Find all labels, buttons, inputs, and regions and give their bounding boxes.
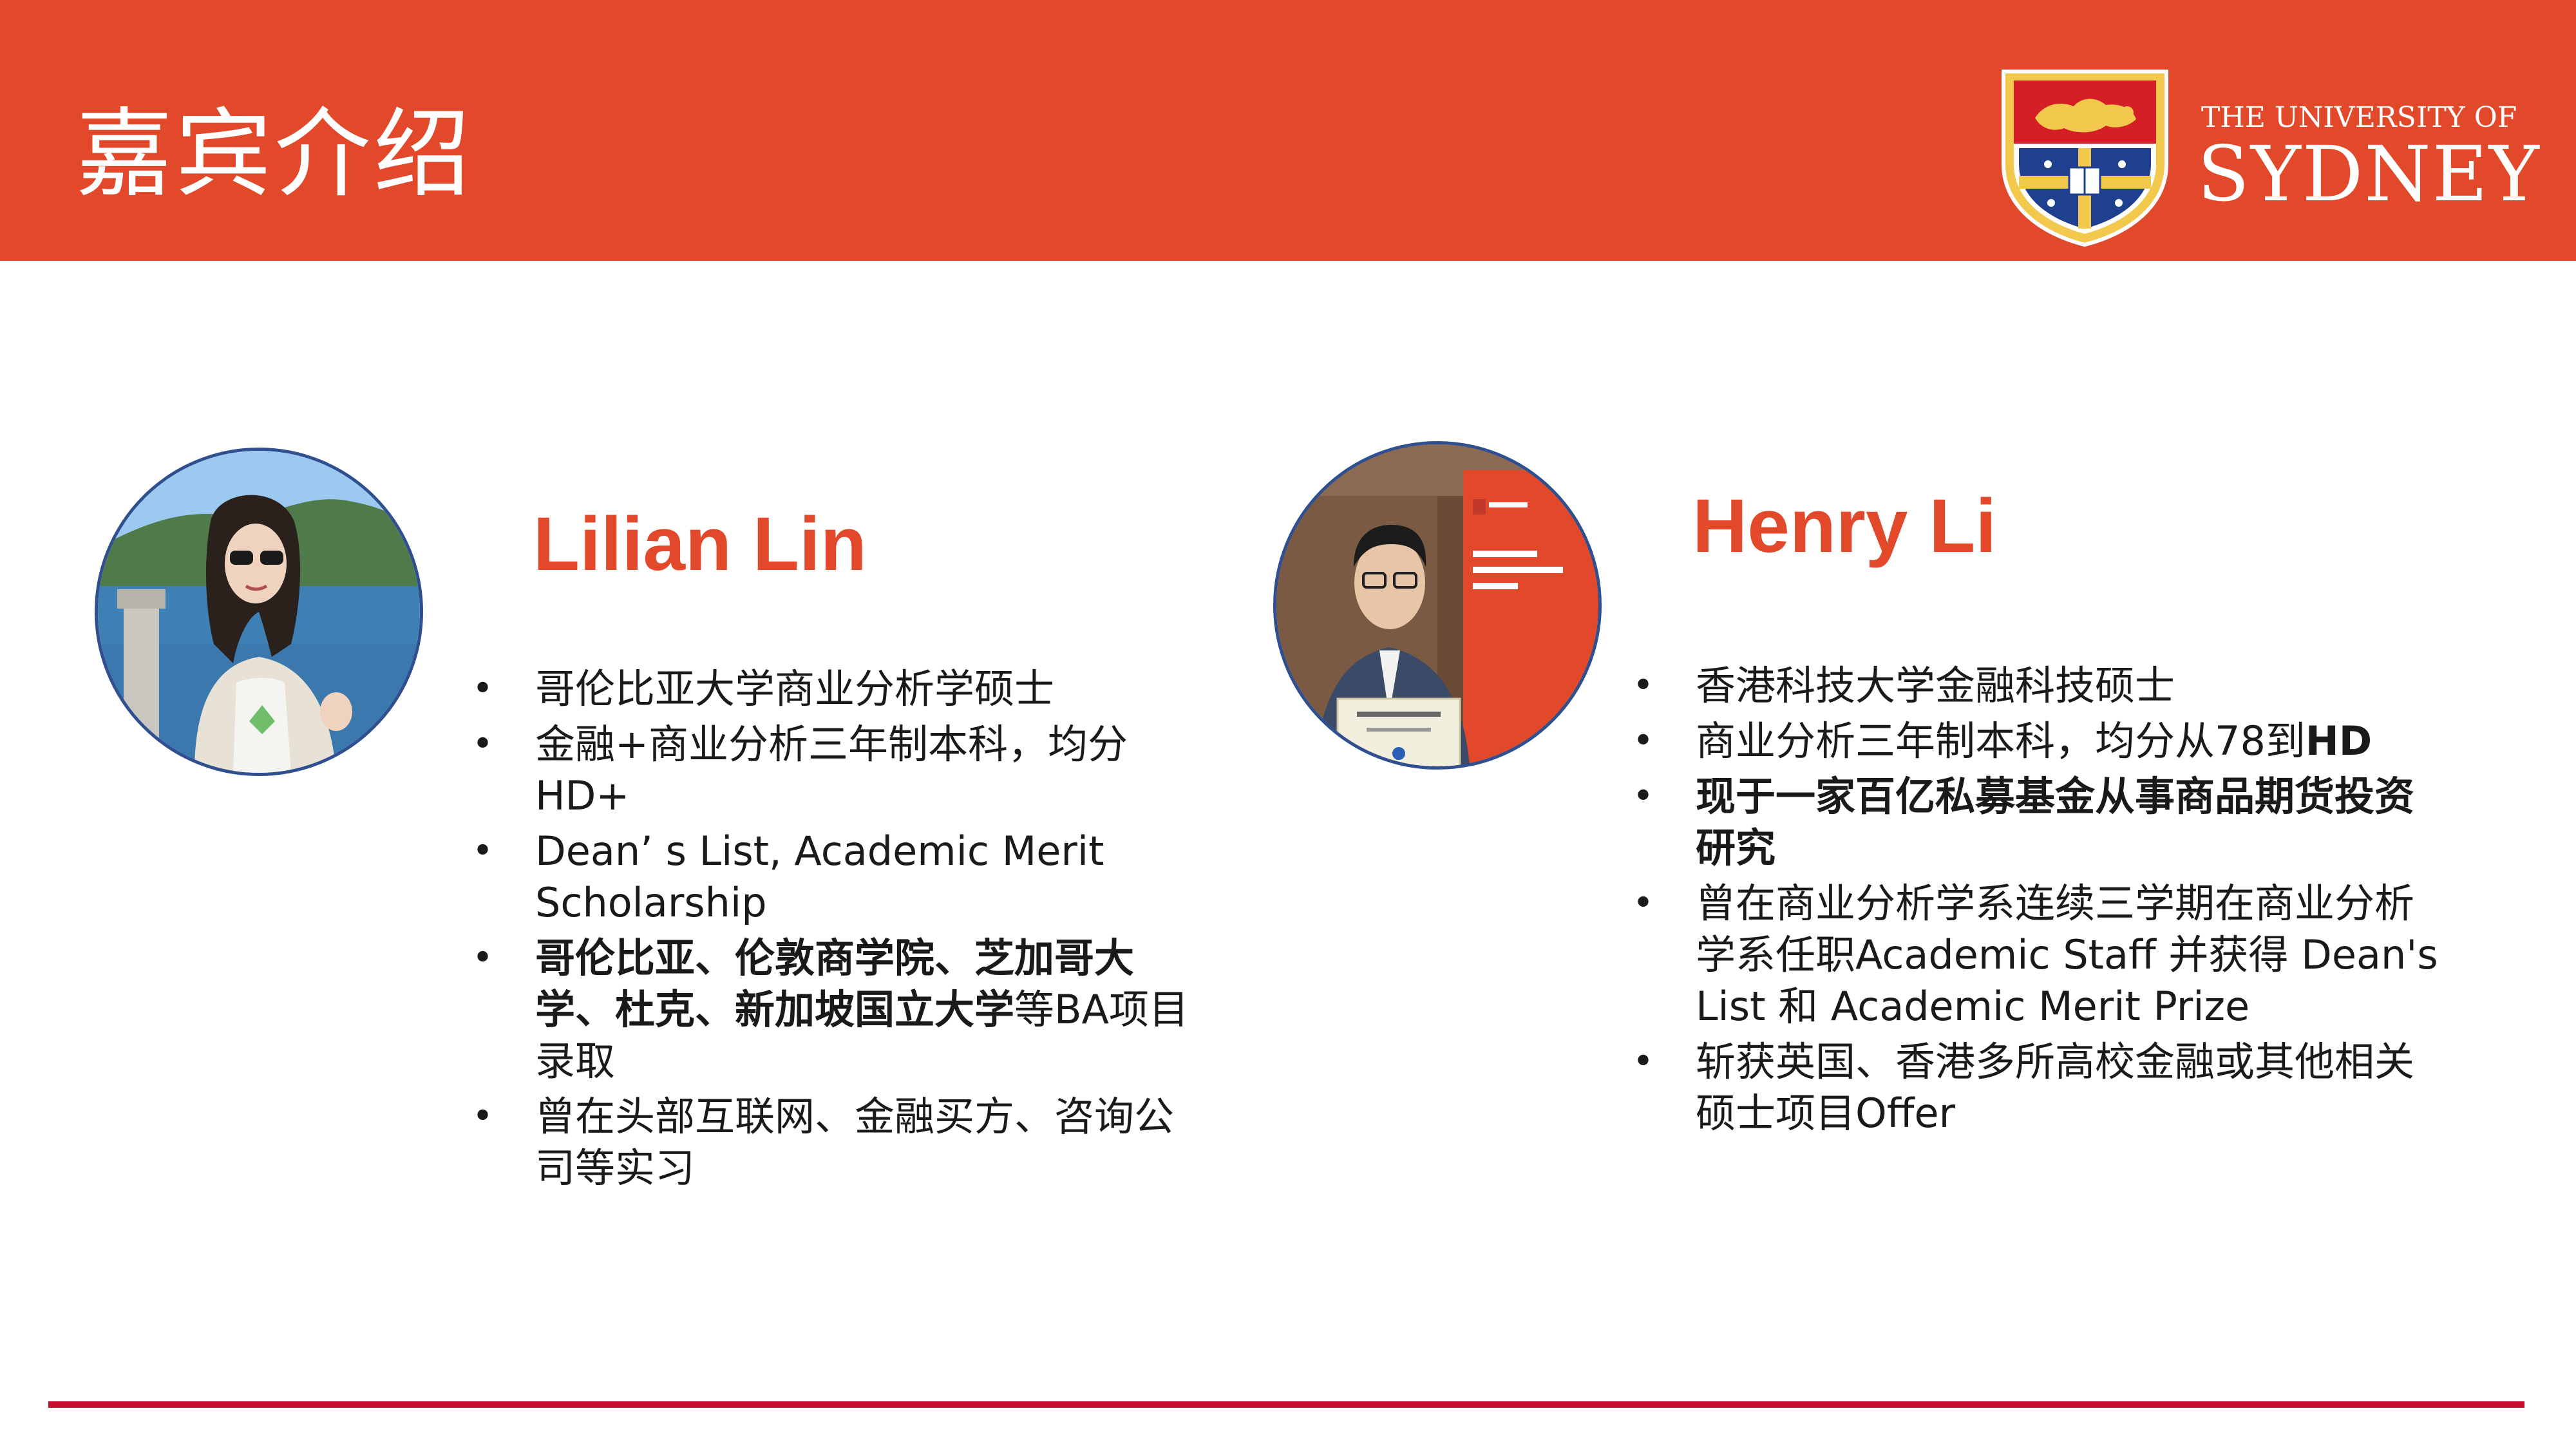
logo-text-line1: THE UNIVERSITY OF bbox=[2201, 101, 2517, 134]
bullet-dot-icon: • bbox=[472, 830, 494, 872]
bullet-dot-icon: • bbox=[472, 1095, 494, 1137]
list-item: • 哥伦比亚大学商业分析学硕士 bbox=[472, 663, 1200, 715]
bottom-divider bbox=[48, 1401, 2524, 1408]
bullet-dot-icon: • bbox=[472, 723, 494, 765]
page-title: 嘉宾介绍 bbox=[76, 99, 473, 211]
list-item: • 金融+商业分析三年制本科，均分HD+ bbox=[472, 719, 1200, 822]
bullet-dot-icon: • bbox=[1633, 882, 1654, 924]
list-item: • 商业分析三年制本科，均分从78到HD bbox=[1633, 715, 2447, 767]
logo-text-line2: SYDNEY bbox=[2197, 129, 2541, 218]
bullet-dot-icon: • bbox=[472, 668, 494, 710]
bullet-dot-icon: • bbox=[472, 937, 494, 979]
guest-photo-henry bbox=[1273, 441, 1602, 770]
university-crest-icon bbox=[2000, 68, 2170, 248]
list-item: • 现于一家百亿私募基金从事商品期货投资研究 bbox=[1633, 771, 2447, 874]
bullet-dot-icon: • bbox=[1633, 1041, 1654, 1083]
guest-bullets-henry: • 香港科技大学金融科技硕士 • 商业分析三年制本科，均分从78到HD • 现于一家百… bbox=[1633, 660, 2447, 1143]
header-banner: 嘉宾介绍 bbox=[0, 0, 2576, 261]
guest-bullets-lilian: • 哥伦比亚大学商业分析学硕士 • 金融+商业分析三年制本科，均分HD+ • Dean… bbox=[472, 663, 1200, 1198]
list-item: • Dean’ s List, Academic Merit Scholarshi… bbox=[472, 826, 1200, 929]
guest-name-henry: Henry Li bbox=[1692, 484, 1997, 569]
guest-name-lilian: Lilian Lin bbox=[533, 502, 867, 587]
bullet-dot-icon: • bbox=[1633, 775, 1654, 817]
guest-photo-lilian bbox=[95, 448, 423, 776]
bullet-dot-icon: • bbox=[1633, 665, 1654, 706]
university-logo: THE UNIVERSITY OF SYDNEY bbox=[1996, 68, 2539, 248]
list-item: • 曾在商业分析学系连续三学期在商业分析学系任职Academic Staff 并获… bbox=[1633, 878, 2447, 1032]
list-item: • 曾在头部互联网、金融买方、咨询公司等实习 bbox=[472, 1091, 1200, 1194]
list-item: • 哥伦比亚、伦敦商学院、芝加哥大学、杜克、新加坡国立大学等BA项目录取 bbox=[472, 933, 1200, 1087]
bullet-dot-icon: • bbox=[1633, 720, 1654, 762]
list-item: • 香港科技大学金融科技硕士 bbox=[1633, 660, 2447, 712]
list-item: • 斩获英国、香港多所高校金融或其他相关硕士项目Offer bbox=[1633, 1036, 2447, 1139]
